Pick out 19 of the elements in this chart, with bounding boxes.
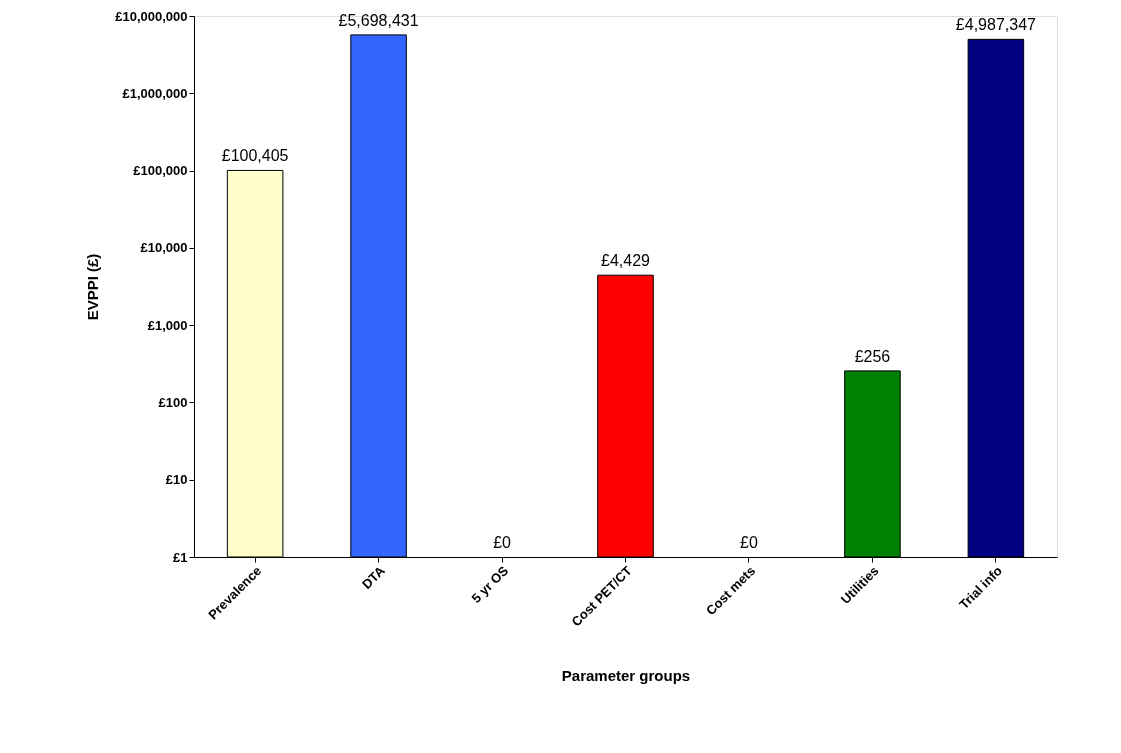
data-label: £5,698,431 — [338, 11, 419, 29]
y-axis-title: EVPPI (£) — [84, 253, 102, 321]
y-tick-label: £100,000 — [133, 163, 188, 179]
data-label: £4,987,347 — [955, 16, 1037, 34]
y-tick-label: £10,000 — [140, 240, 188, 256]
x-tick-label: 5 yr OS — [468, 562, 512, 606]
data-label: £256 — [854, 347, 891, 365]
y-tick-label: £1,000 — [147, 317, 188, 333]
y-tick-label: £10,000,000 — [115, 8, 188, 24]
x-axis-title: Parameter groups — [561, 667, 691, 685]
y-tick-label: £10 — [165, 472, 188, 488]
data-label: £100,405 — [221, 147, 289, 165]
y-tick-label: £1 — [173, 549, 188, 565]
text: £0 — [740, 534, 758, 551]
y-tick-label: £100 — [158, 394, 188, 410]
x-tick-label: DTA — [358, 562, 389, 592]
text: £0 — [493, 534, 511, 551]
data-label: £4,429 — [601, 252, 651, 270]
y-tick-label: £1,000,000 — [122, 85, 188, 101]
